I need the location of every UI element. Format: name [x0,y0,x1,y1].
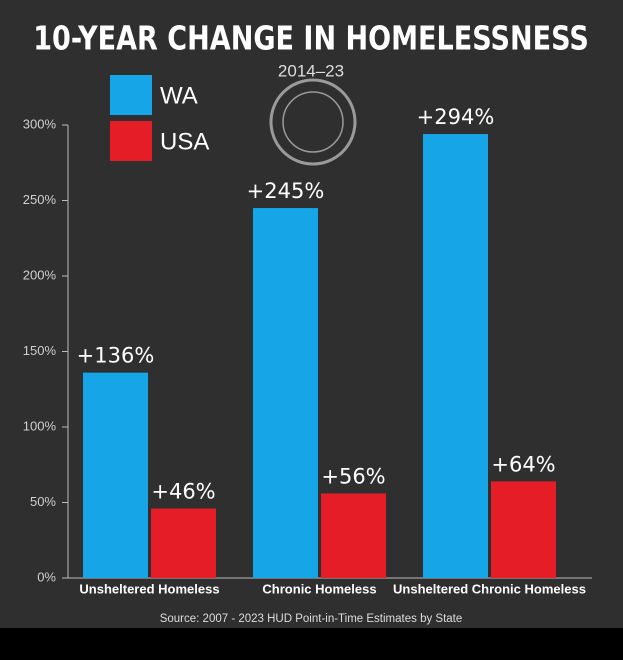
y-tick-label: 0% [37,569,56,584]
bar [321,493,386,578]
value-label: +245% [247,179,325,203]
value-label: +46% [151,480,215,504]
legend-label: USA [160,128,209,155]
x-tick-label: Unsheltered Chronic Homeless [393,581,586,596]
bar [151,508,216,578]
y-tick-label: 300% [23,116,57,131]
source-note: Source: 2007 - 2023 HUD Point-in-Time Es… [160,613,463,625]
chart-title: 10-YEAR CHANGE IN HOMELESSNESS [33,20,589,58]
value-label: +136% [77,344,155,368]
y-tick-label: 150% [23,343,57,358]
y-tick-label: 50% [30,494,56,509]
x-tick-label: Unsheltered Homeless [79,581,219,596]
x-tick-label: Chronic Homeless [262,581,376,596]
y-tick-label: 200% [23,267,57,282]
value-label: +294% [417,105,495,129]
bar [423,134,488,578]
chart-subtitle: 2014–23 [278,61,344,80]
y-tick-label: 250% [23,192,57,207]
legend-label: WA [160,82,198,109]
legend-swatch [110,75,152,115]
y-tick-label: 100% [23,418,57,433]
bar [491,481,556,578]
value-label: +56% [321,464,385,488]
value-label: +64% [491,452,555,476]
bar [83,372,148,578]
legend-swatch [110,121,152,161]
bar [253,208,318,579]
seal [269,78,357,166]
